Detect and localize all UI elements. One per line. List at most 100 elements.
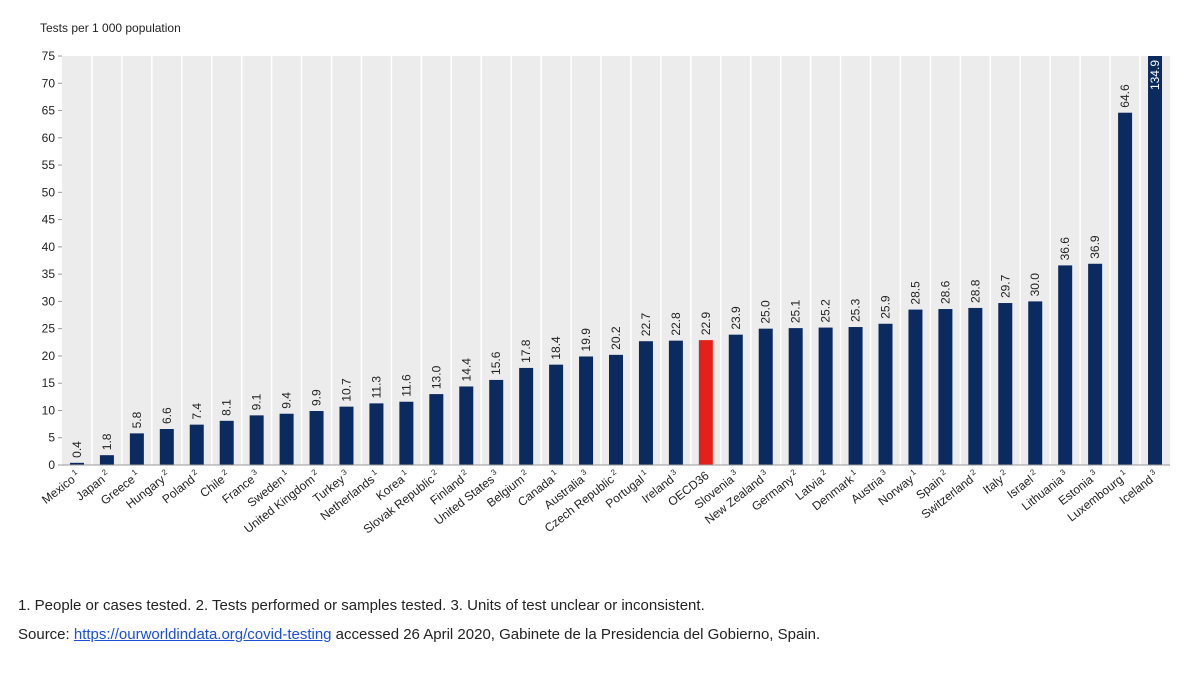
value-label: 19.9 (579, 328, 593, 352)
category-note: 1 (549, 467, 558, 477)
category-name: Mexico (39, 472, 78, 507)
bar (998, 303, 1013, 465)
value-label: 5.8 (130, 411, 144, 428)
category-note: 3 (1088, 467, 1097, 477)
category-note: 2 (100, 467, 109, 477)
bar (129, 433, 144, 465)
value-label: 9.4 (280, 392, 294, 409)
bar (99, 455, 114, 465)
bar (609, 354, 623, 465)
category-note: 1 (130, 467, 139, 477)
y-tick-label: 65 (42, 104, 56, 118)
category-note: 3 (250, 467, 259, 477)
value-label: 23.9 (729, 306, 743, 330)
value-label: 8.1 (220, 399, 234, 416)
category-note: 3 (879, 467, 888, 477)
plot-area (69, 56, 1163, 465)
category-note: 1 (399, 467, 408, 477)
bar (728, 334, 743, 465)
bar (758, 328, 773, 465)
bar (1088, 263, 1103, 465)
bar (549, 364, 564, 465)
category-note: 1 (849, 467, 858, 477)
bar (579, 356, 594, 465)
value-label: 1.8 (100, 433, 114, 450)
value-label: 22.8 (669, 312, 683, 336)
source-suffix: accessed 26 April 2020, Gabinete de la P… (331, 626, 821, 643)
bar (489, 379, 504, 465)
x-tick-label: Portugal1 (602, 467, 652, 511)
category-note: 1 (370, 467, 379, 477)
bar (638, 341, 653, 465)
value-label: 28.5 (908, 281, 922, 305)
category-note: 3 (1058, 467, 1067, 477)
value-label: 18.4 (549, 336, 563, 360)
category-note: 3 (1148, 467, 1157, 477)
category-note: 2 (1028, 467, 1037, 477)
y-tick-label: 0 (48, 458, 55, 472)
bar (968, 307, 983, 465)
bar (848, 327, 863, 465)
category-note: 2 (310, 467, 319, 477)
bar (1118, 112, 1133, 465)
category-note: 2 (609, 467, 618, 477)
value-label: 36.6 (1058, 237, 1072, 261)
value-label: 22.7 (639, 313, 653, 337)
bar (519, 367, 534, 465)
value-label: 25.1 (789, 299, 803, 323)
y-tick-label: 60 (42, 131, 56, 145)
category-note: 1 (280, 467, 289, 477)
category-note: 2 (939, 467, 948, 477)
source-link[interactable]: https://ourworldindata.org/covid-testing (73, 626, 332, 643)
value-label: 25.3 (849, 298, 863, 322)
y-tick-label: 45 (42, 213, 56, 227)
bar (878, 323, 893, 465)
y-tick-label: 40 (42, 240, 56, 254)
bar (668, 340, 683, 465)
bar (908, 309, 923, 465)
value-label: 30.0 (1028, 273, 1042, 297)
y-tick-label: 55 (42, 158, 56, 172)
value-label: 25.0 (759, 300, 773, 324)
value-label: 25.2 (819, 299, 833, 323)
value-label: 6.6 (160, 407, 174, 424)
value-label: 9.1 (250, 393, 264, 410)
y-tick-label: 10 (42, 403, 56, 417)
category-note: 2 (220, 467, 229, 477)
value-label: 20.2 (609, 326, 623, 350)
category-note: 1 (639, 467, 648, 477)
y-tick-label: 25 (42, 322, 56, 336)
bar (279, 413, 294, 465)
y-axis-label: Tests per 1 000 population (40, 21, 181, 35)
bar (399, 401, 414, 465)
bar (249, 415, 264, 465)
bar (788, 328, 803, 465)
bar (159, 429, 174, 465)
value-label: 36.9 (1088, 235, 1102, 259)
y-tick-label: 35 (42, 267, 56, 281)
chart: Tests per 1 000 population 0 5 10 15 20 25 30 3… (39, 21, 1170, 536)
y-tick-label: 20 (42, 349, 56, 363)
y-tick-label: 15 (42, 376, 56, 390)
value-label: 10.7 (339, 378, 353, 402)
bar (429, 394, 444, 465)
value-label: 134.9 (1148, 60, 1162, 90)
footnotes: 1. People or cases tested. 2. Tests perf… (18, 597, 705, 614)
value-label: 9.9 (310, 389, 324, 406)
bar (698, 340, 713, 465)
value-label: 15.6 (489, 351, 503, 375)
value-label: 28.6 (938, 280, 952, 304)
value-label: 28.8 (968, 279, 982, 303)
category-note: 2 (429, 467, 438, 477)
value-label: 0.4 (70, 441, 84, 458)
category-note: 2 (190, 467, 199, 477)
category-note: 3 (729, 467, 738, 477)
bar (339, 406, 354, 465)
category-note: 3 (489, 467, 498, 477)
value-label: 29.7 (998, 274, 1012, 298)
source-prefix: Source: (18, 626, 74, 643)
bar (938, 309, 953, 465)
category-note: 3 (340, 467, 349, 477)
bar (1058, 265, 1073, 465)
